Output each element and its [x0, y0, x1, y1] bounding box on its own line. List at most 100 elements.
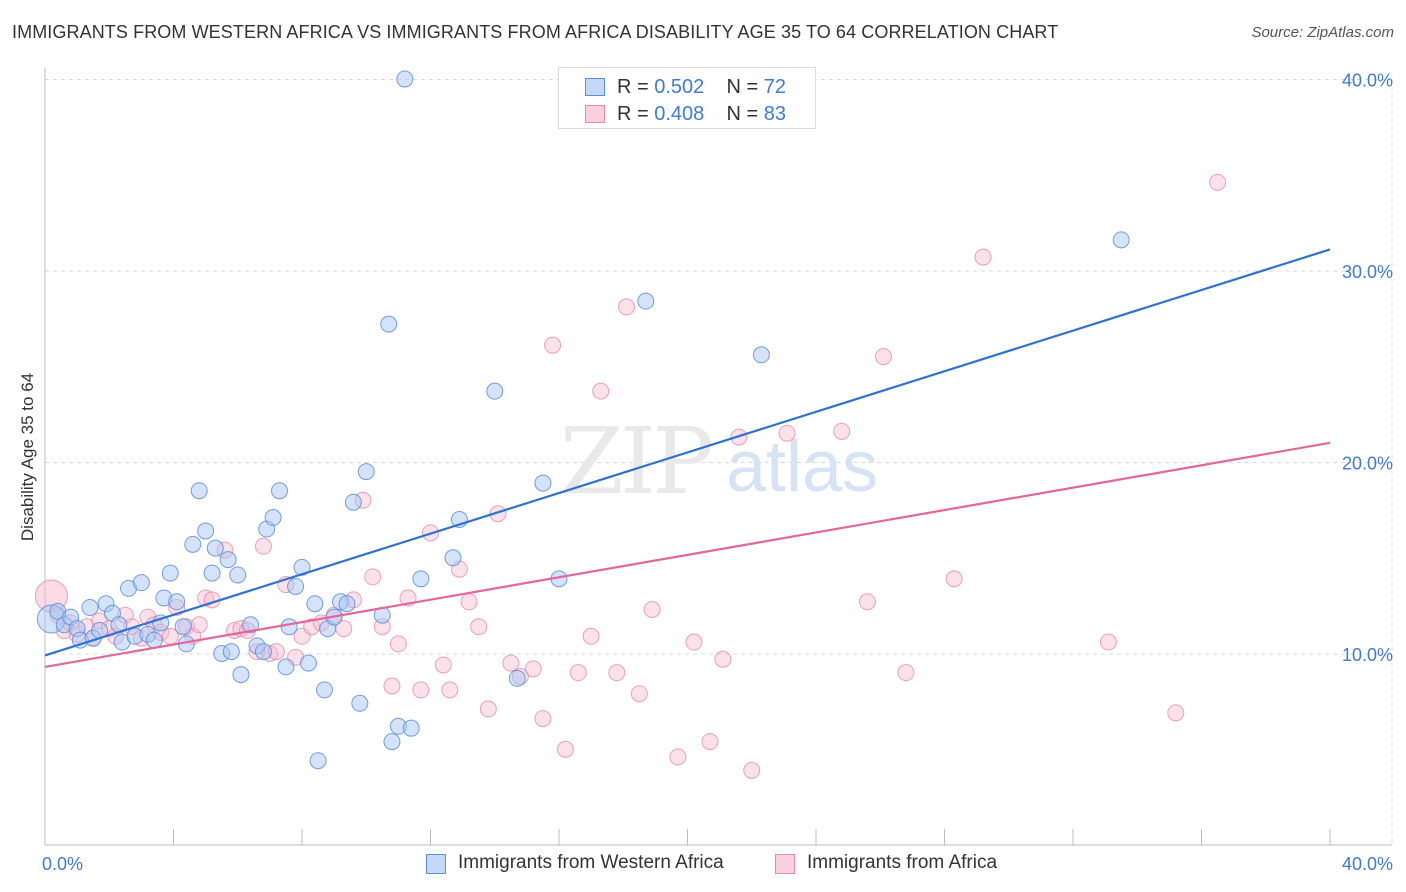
y-tick-label: 20.0% — [1342, 454, 1393, 474]
point-africa — [524, 660, 542, 678]
n-label: N = — [726, 76, 764, 98]
point-africa — [701, 733, 719, 751]
legend-label-africa: Immigrants from Africa — [807, 852, 998, 873]
point-africa — [874, 348, 892, 366]
point-africa — [685, 633, 703, 651]
point-africa — [364, 568, 382, 586]
point-africa — [778, 424, 796, 442]
point-africa — [383, 677, 401, 695]
point-western-africa — [402, 719, 420, 737]
point-western-africa — [383, 733, 401, 751]
point-africa — [434, 656, 452, 674]
point-africa — [630, 685, 648, 703]
point-africa — [592, 382, 610, 400]
point-africa — [441, 681, 459, 699]
point-western-africa — [254, 643, 272, 661]
point-western-africa — [752, 346, 770, 364]
legend-swatch-pink — [585, 105, 605, 123]
point-western-africa — [81, 599, 99, 617]
point-western-africa — [412, 570, 430, 588]
point-africa — [479, 700, 497, 718]
n-label: N = — [726, 103, 764, 125]
point-western-africa — [161, 564, 179, 582]
r-value-western-africa: 0.502 — [654, 76, 705, 98]
point-western-africa — [338, 595, 356, 613]
point-western-africa — [242, 616, 260, 634]
legend-swatch-blue — [426, 854, 446, 874]
point-africa — [974, 248, 992, 266]
point-western-africa — [206, 539, 224, 557]
point-africa — [470, 618, 488, 636]
point-africa — [714, 650, 732, 668]
point-africa — [582, 627, 600, 645]
point-africa — [643, 600, 661, 618]
y-tick-label: 10.0% — [1342, 645, 1393, 665]
point-africa — [1099, 633, 1117, 651]
point-western-africa — [132, 574, 150, 592]
point-western-africa — [309, 752, 327, 770]
point-western-africa — [299, 654, 317, 672]
point-western-africa — [232, 666, 250, 684]
point-western-africa — [280, 618, 298, 636]
trend-line-africa — [44, 441, 1331, 668]
gridlines — [45, 79, 1393, 845]
point-africa — [945, 570, 963, 588]
point-western-africa — [344, 493, 362, 511]
source-credit: Source: ZipAtlas.com — [1251, 24, 1394, 41]
point-western-africa — [508, 669, 526, 687]
point-western-africa — [380, 315, 398, 333]
y-axis-title: Disability Age 35 to 64 — [18, 373, 37, 541]
point-western-africa — [184, 535, 202, 553]
point-africa — [544, 336, 562, 354]
point-africa — [833, 422, 851, 440]
point-africa — [897, 664, 915, 682]
point-western-africa — [168, 593, 186, 611]
trend-lines — [44, 248, 1331, 668]
watermark-zip: ZIP — [560, 408, 711, 515]
point-western-africa — [396, 70, 414, 88]
point-western-africa — [145, 631, 163, 649]
legend-item-africa[interactable]: Immigrants from Africa — [775, 852, 1035, 878]
point-africa — [743, 761, 761, 779]
point-africa — [556, 740, 574, 758]
point-africa — [617, 298, 635, 316]
point-western-africa — [351, 694, 369, 712]
point-africa — [502, 654, 520, 672]
r-value-africa: 0.408 — [654, 103, 705, 125]
point-western-africa — [306, 595, 324, 613]
point-western-africa — [264, 509, 282, 527]
point-western-africa — [229, 566, 247, 584]
point-western-africa — [357, 463, 375, 481]
point-western-africa — [203, 564, 221, 582]
point-western-africa — [174, 618, 192, 636]
r-label: R = — [617, 103, 655, 125]
point-western-africa — [277, 658, 295, 676]
point-africa — [1209, 173, 1227, 191]
legend-item-western-africa[interactable]: Immigrants from Western Africa — [426, 852, 756, 878]
point-western-africa — [444, 549, 462, 567]
point-africa — [254, 537, 272, 555]
watermark: ZIP atlas — [560, 408, 878, 515]
x-tick-label: 0.0% — [42, 854, 83, 874]
point-western-africa — [534, 474, 552, 492]
point-western-africa — [271, 482, 289, 500]
legend-swatch-pink — [775, 854, 795, 874]
point-western-africa — [637, 292, 655, 310]
y-tick-label: 30.0% — [1342, 262, 1393, 282]
legend-label-western-africa: Immigrants from Western Africa — [458, 852, 724, 873]
point-western-africa — [287, 577, 305, 595]
stats-legend: R = 0.502 N = 72 R = 0.408 N = 83 — [558, 67, 816, 129]
point-africa — [669, 748, 687, 766]
y-tick-label: 40.0% — [1342, 71, 1393, 91]
x-tick-label: 40.0% — [1342, 854, 1393, 874]
point-western-africa — [1112, 231, 1130, 249]
legend-swatch-blue — [585, 78, 605, 96]
point-western-africa — [219, 551, 237, 569]
n-value-africa: 83 — [763, 103, 787, 125]
point-africa — [460, 593, 478, 611]
point-africa — [534, 710, 552, 728]
point-africa — [1167, 704, 1185, 722]
point-africa — [197, 589, 215, 607]
point-africa — [389, 635, 407, 653]
